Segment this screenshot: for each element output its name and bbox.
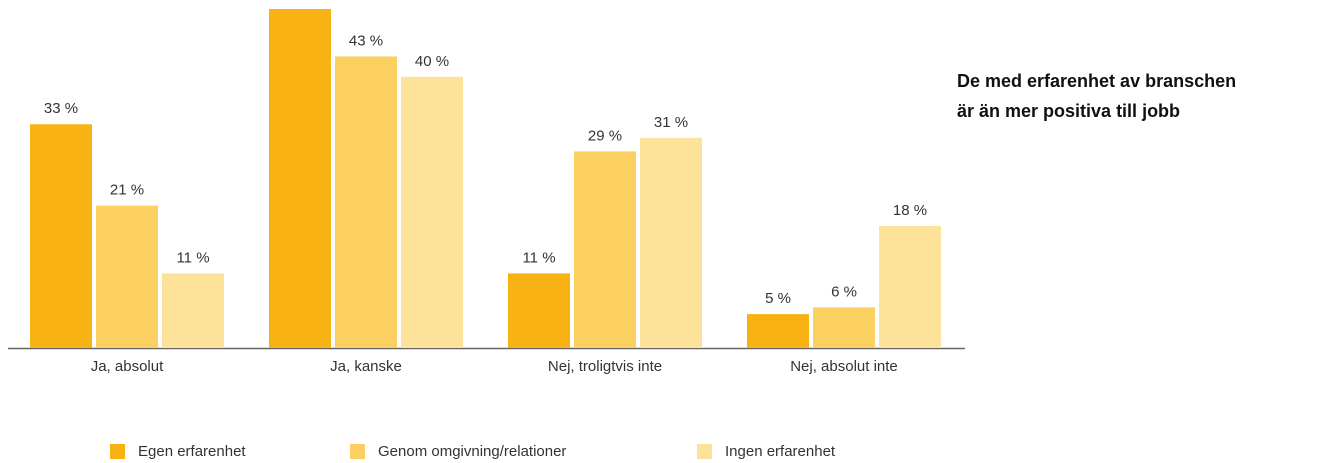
legend-label: Genom omgivning/relationer <box>378 443 566 460</box>
data-label: 5 % <box>765 290 791 307</box>
bar <box>269 9 331 348</box>
data-label: 18 % <box>893 202 927 219</box>
legend-label: Egen erfarenhet <box>138 443 246 460</box>
data-label: 31 % <box>654 114 688 131</box>
x-tick-label: Nej, troligtvis inte <box>548 358 662 375</box>
data-label: 43 % <box>349 32 383 49</box>
legend-swatch <box>350 444 365 459</box>
data-label: 40 % <box>415 53 449 70</box>
bar <box>813 307 875 348</box>
bar <box>879 225 941 348</box>
x-tick-label: Nej, absolut inte <box>790 358 898 375</box>
data-label: 6 % <box>831 283 857 300</box>
x-tick-label: Ja, kanske <box>330 358 402 375</box>
bar <box>335 56 397 349</box>
bar <box>574 151 636 348</box>
bar <box>640 137 702 348</box>
chart-title: De med erfarenhet av branschen <box>957 71 1236 91</box>
data-label: 29 % <box>588 127 622 144</box>
legend-swatch <box>110 444 125 459</box>
data-label: 33 % <box>44 100 78 117</box>
legend-label: Ingen erfarenhet <box>725 443 836 460</box>
bar <box>30 124 92 348</box>
bar <box>508 273 570 348</box>
chart-title: är än mer positiva till jobb <box>957 101 1180 121</box>
bar <box>747 314 809 348</box>
data-label: 21 % <box>110 182 144 199</box>
legend-swatch <box>697 444 712 459</box>
x-tick-label: Ja, absolut <box>91 358 164 375</box>
data-label: 11 % <box>522 249 555 266</box>
bar <box>401 76 463 349</box>
data-label: 11 % <box>176 249 209 266</box>
bar <box>162 273 224 348</box>
bar <box>96 205 158 348</box>
